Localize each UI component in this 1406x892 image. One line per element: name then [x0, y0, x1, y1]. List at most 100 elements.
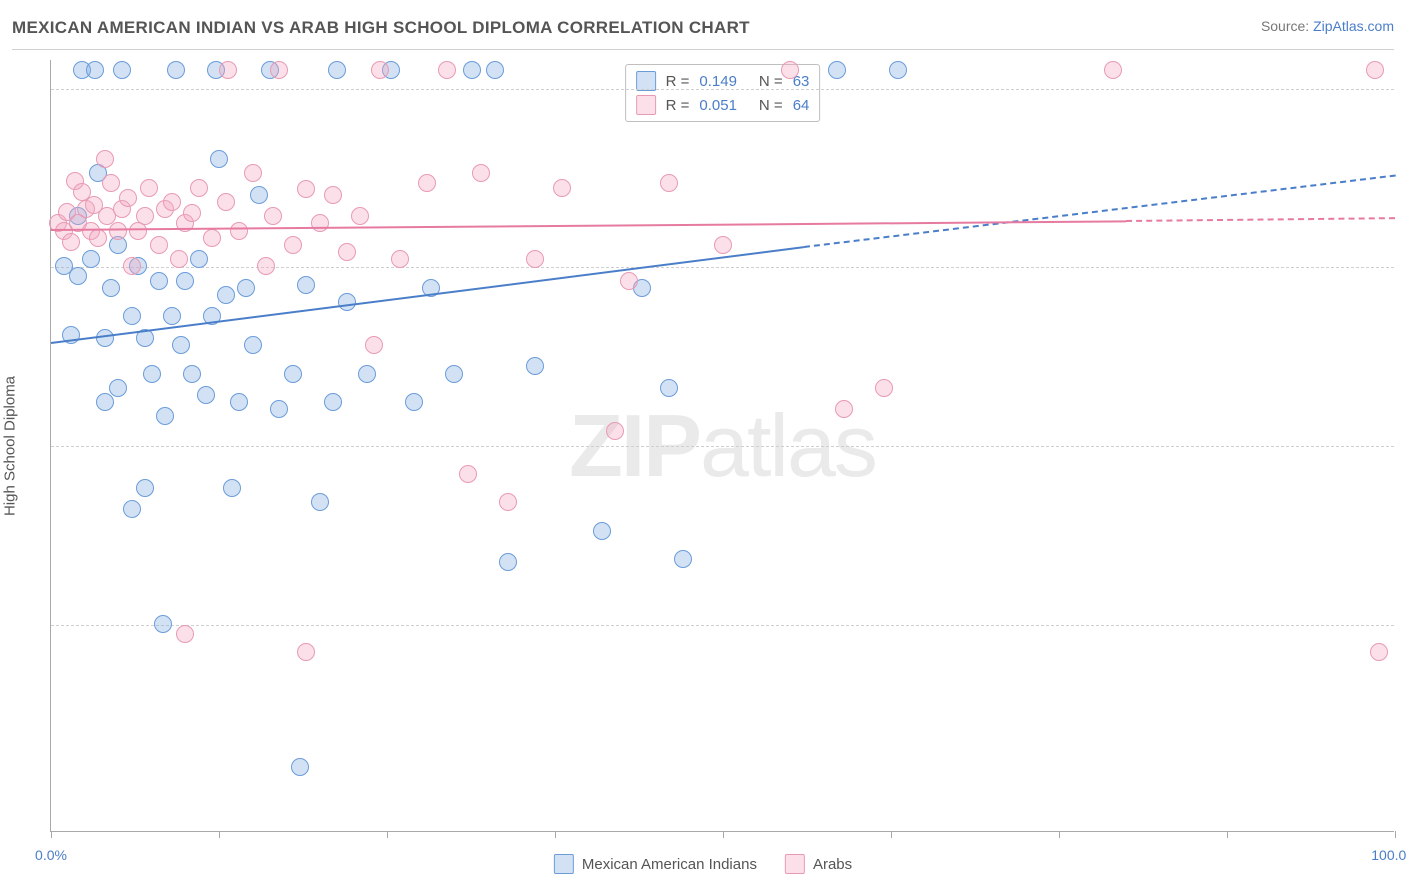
data-point [291, 758, 309, 776]
data-point [69, 267, 87, 285]
data-point [781, 61, 799, 79]
legend-R-value: 0.149 [699, 73, 737, 90]
data-point [328, 61, 346, 79]
data-point [109, 379, 127, 397]
legend-series-name: Mexican American Indians [582, 856, 757, 873]
data-point [244, 336, 262, 354]
legend-N-label: N = [759, 73, 783, 90]
data-point [123, 257, 141, 275]
data-point [459, 465, 477, 483]
data-point [223, 479, 241, 497]
data-point [445, 365, 463, 383]
data-point [311, 214, 329, 232]
data-point [1104, 61, 1122, 79]
x-tick [1227, 831, 1228, 838]
data-point [835, 400, 853, 418]
data-point [82, 250, 100, 268]
data-point [889, 61, 907, 79]
data-point [660, 174, 678, 192]
data-point [150, 272, 168, 290]
data-point [190, 250, 208, 268]
data-point [170, 250, 188, 268]
plot-area: ZIPatlas R =0.149N =63R =0.051N =64 62.5… [50, 60, 1394, 832]
data-point [1370, 643, 1388, 661]
data-point [828, 61, 846, 79]
data-point [405, 393, 423, 411]
legend-swatch [554, 854, 574, 874]
data-point [324, 186, 342, 204]
data-point [119, 189, 137, 207]
data-point [203, 229, 221, 247]
trend-line [804, 174, 1396, 247]
data-point [297, 643, 315, 661]
data-point [217, 286, 235, 304]
data-point [875, 379, 893, 397]
data-point [311, 493, 329, 511]
data-point [620, 272, 638, 290]
x-tick [219, 831, 220, 838]
legend-series-name: Arabs [813, 856, 852, 873]
data-point [297, 180, 315, 198]
title-bar: MEXICAN AMERICAN INDIAN VS ARAB HIGH SCH… [12, 18, 1394, 50]
legend-item: Arabs [785, 854, 852, 874]
data-point [86, 61, 104, 79]
data-point [284, 365, 302, 383]
data-point [190, 179, 208, 197]
data-point [102, 279, 120, 297]
data-point [365, 336, 383, 354]
legend-stat-row: R =0.051N =64 [636, 93, 810, 117]
data-point [486, 61, 504, 79]
gridline-h [51, 625, 1394, 626]
data-point [113, 61, 131, 79]
data-point [176, 272, 194, 290]
data-point [96, 393, 114, 411]
data-point [1366, 61, 1384, 79]
data-point [237, 279, 255, 297]
data-point [418, 174, 436, 192]
data-point [150, 236, 168, 254]
data-point [183, 365, 201, 383]
data-point [270, 61, 288, 79]
data-point [102, 174, 120, 192]
x-tick [1059, 831, 1060, 838]
gridline-h [51, 446, 1394, 447]
data-point [606, 422, 624, 440]
legend-swatch [636, 95, 656, 115]
source-label: Source: [1261, 18, 1313, 34]
data-point [297, 276, 315, 294]
data-point [324, 393, 342, 411]
data-point [371, 61, 389, 79]
source-link[interactable]: ZipAtlas.com [1313, 18, 1394, 34]
legend-N-value: 64 [793, 97, 810, 114]
data-point [136, 479, 154, 497]
data-point [250, 186, 268, 204]
x-tick [723, 831, 724, 838]
data-point [143, 365, 161, 383]
legend-R-value: 0.051 [699, 97, 737, 114]
trend-line [51, 220, 1126, 231]
trend-line [1126, 217, 1395, 222]
y-axis-title: High School Diploma [2, 376, 19, 516]
data-point [123, 500, 141, 518]
data-point [154, 615, 172, 633]
data-point [593, 522, 611, 540]
data-point [499, 553, 517, 571]
data-point [244, 164, 262, 182]
gridline-h [51, 89, 1394, 90]
data-point [167, 61, 185, 79]
data-point [123, 307, 141, 325]
data-point [257, 257, 275, 275]
data-point [438, 61, 456, 79]
legend-R-label: R = [666, 97, 690, 114]
trend-line [51, 246, 804, 344]
data-point [338, 293, 356, 311]
data-point [358, 365, 376, 383]
data-point [217, 193, 235, 211]
data-point [391, 250, 409, 268]
data-point [472, 164, 490, 182]
data-point [89, 229, 107, 247]
x-tick-label: 100.0% [1371, 847, 1406, 863]
data-point [156, 407, 174, 425]
x-tick [555, 831, 556, 838]
data-point [172, 336, 190, 354]
